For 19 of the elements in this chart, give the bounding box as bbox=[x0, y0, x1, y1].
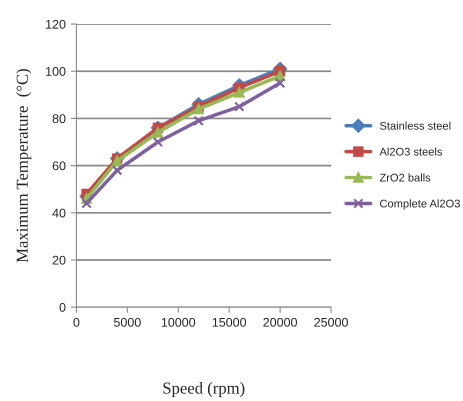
y-axis-title: Maximum Temperature (°C) bbox=[16, 69, 32, 262]
x-tick-label: 20000 bbox=[263, 318, 298, 327]
y-tick-label: 20 bbox=[52, 256, 66, 265]
x-tick-label: 5000 bbox=[114, 318, 141, 327]
legend-label: Al2O3 steels bbox=[379, 147, 442, 156]
x-tick-label: 15000 bbox=[212, 318, 246, 327]
y-tick-label: 0 bbox=[60, 302, 66, 312]
legend-label: Complete Al2O3 bbox=[380, 199, 460, 210]
y-tick-label: 40 bbox=[52, 208, 66, 218]
y-tick-label: 80 bbox=[52, 114, 66, 124]
y-tick-label: 120 bbox=[46, 20, 66, 29]
y-tick-label: 100 bbox=[46, 67, 66, 76]
x-tick-label: 10000 bbox=[162, 318, 196, 327]
x-axis-title: Speed (rpm) bbox=[163, 382, 244, 398]
legend-label: Stainless steel bbox=[380, 122, 450, 130]
y-tick-label: 60 bbox=[52, 161, 66, 170]
x-tick-label: 25000 bbox=[314, 318, 348, 327]
x-tick-label: 0 bbox=[73, 318, 80, 327]
legend-label: ZrO2 balls bbox=[380, 173, 430, 182]
